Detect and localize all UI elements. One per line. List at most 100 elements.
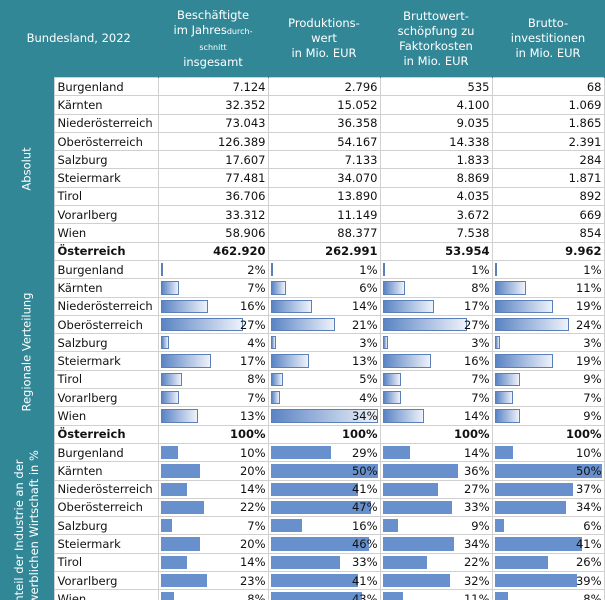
data-bar (382, 519, 399, 533)
value-cell: 5% (267, 369, 381, 390)
data-bar (382, 500, 452, 515)
data-bar (494, 445, 513, 460)
table-row: Oberösterreich 22% 47% 33% 34% (0, 497, 605, 518)
data-bar (270, 555, 340, 570)
value-text: 11% (463, 591, 490, 600)
value-cell: 6% (267, 278, 381, 298)
table-row: Niederösterreich 14% 41% 27% 37% (0, 479, 605, 499)
value-text: 20% (239, 537, 266, 552)
header-text: Beschäftigte (176, 7, 250, 22)
value-text: 2.391 (568, 134, 602, 149)
value-cell: 46% (267, 534, 381, 554)
value-text: 262.991 (325, 244, 378, 259)
section-label-text: Regionale Verteilung (19, 292, 34, 412)
table-row: Regionale Verteilung Burgenland 2% 1% 1% 1% (0, 259, 605, 444)
table-row: Tirol 14% 33% 22% 26% (0, 552, 605, 573)
region-name: Vorarlberg (53, 388, 159, 408)
data-bar (160, 262, 163, 277)
data-bar (270, 336, 277, 350)
table-row: Oberösterreich 27% 21% 27% 24% (0, 314, 605, 335)
table-row: Österreich 100% 100% 100% 100% (0, 424, 605, 444)
data-bar (382, 592, 403, 600)
value-cell: 13% (267, 351, 381, 371)
value-cell: 14% (157, 479, 269, 499)
value-text: 854 (579, 226, 602, 241)
data-bar (494, 537, 582, 551)
value-cell: 32.352 (157, 95, 269, 115)
section-label: Absolut (0, 77, 54, 261)
value-text: 19% (575, 299, 602, 314)
data-bar (160, 519, 172, 533)
value-cell: 34.070 (267, 168, 381, 188)
value-cell: 1% (491, 259, 605, 280)
value-text: 11.149 (337, 207, 378, 222)
value-cell: 68 (491, 76, 605, 97)
value-text: 14% (239, 482, 266, 497)
table-row: Tirol 8% 5% 7% 9% (0, 369, 605, 390)
value-text: 43% (351, 591, 378, 600)
value-text: 4.035 (456, 189, 490, 204)
value-text: 41% (351, 573, 378, 588)
value-text: 14.338 (449, 134, 490, 149)
value-cell: 32% (379, 571, 493, 591)
value-cell: 7.538 (379, 223, 493, 243)
value-cell: 1.069 (491, 95, 605, 115)
region-name: Salzburg (53, 333, 159, 353)
data-bar (382, 317, 467, 332)
value-cell: 17% (157, 351, 269, 371)
value-text: 24% (575, 317, 602, 332)
value-text: 6% (359, 280, 378, 295)
data-bar (270, 464, 378, 478)
value-cell: 54.167 (267, 131, 381, 152)
data-bar (382, 299, 434, 313)
header-gross-investment: Brutto-investitionen in Mio. EUR (492, 0, 605, 78)
region-name: Steiermark (53, 351, 159, 371)
header-text: Faktorkosten (399, 38, 473, 53)
value-cell: 14% (157, 552, 269, 573)
data-bar (494, 555, 549, 570)
data-bar (270, 317, 336, 332)
header-text: schöpfung zu (397, 23, 475, 38)
value-cell: 7.133 (267, 150, 381, 170)
value-text: 8% (247, 372, 266, 387)
value-cell: 9.962 (491, 241, 605, 261)
value-cell: 22% (379, 552, 493, 573)
value-text: 4.100 (456, 97, 490, 112)
value-text: 34% (463, 537, 490, 552)
header-text: in Mio. EUR (403, 53, 469, 68)
value-cell: 27% (379, 479, 493, 499)
value-cell: 4% (267, 388, 381, 408)
header-text: in Mio. EUR (291, 46, 357, 60)
value-cell: 19% (491, 296, 605, 316)
header-row: Bundesland, 2022 Beschäftigte im Jahresdu… (0, 0, 605, 78)
data-bar (270, 391, 280, 405)
value-cell: 3% (267, 333, 381, 353)
value-text: 3% (471, 335, 490, 350)
value-text: 58.906 (225, 226, 266, 241)
value-text: 4% (247, 335, 266, 350)
value-text: 50% (351, 463, 378, 478)
table-row: Wien 58.906 88.377 7.538 854 (0, 223, 605, 243)
header-text: in Mio. EUR (515, 46, 581, 60)
value-cell: 19% (491, 351, 605, 371)
value-cell: 14.338 (379, 131, 493, 152)
header-text: investitionen (510, 31, 586, 45)
region-name: Steiermark (53, 534, 159, 554)
value-cell: 33% (379, 497, 493, 518)
value-text: 22% (463, 555, 490, 570)
data-bar (160, 391, 179, 405)
section-label-line: Anteil der Industrie an der (11, 459, 26, 600)
value-text: 13% (351, 354, 378, 369)
data-bar (494, 317, 569, 332)
value-cell: 2.391 (491, 131, 605, 152)
data-bar (270, 409, 378, 423)
value-text: 50% (575, 463, 602, 478)
value-text: 100% (229, 427, 266, 442)
value-text: 27% (463, 317, 490, 332)
data-bar (382, 281, 405, 295)
value-text: 9% (471, 518, 490, 533)
data-bar (382, 464, 459, 478)
region-name: Tirol (53, 186, 159, 207)
region-name: Niederösterreich (53, 479, 159, 499)
region-name: Salzburg (53, 150, 159, 170)
